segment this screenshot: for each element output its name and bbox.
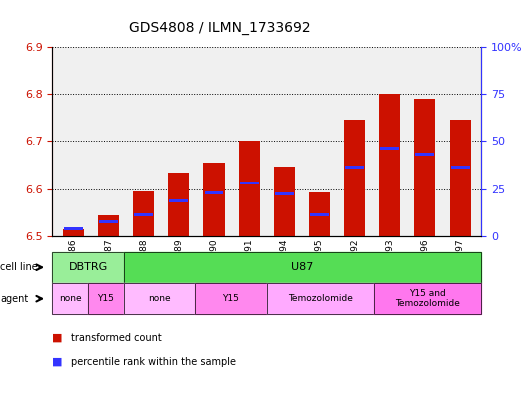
Bar [345, 166, 364, 169]
Bar [238, 141, 260, 236]
Text: GDS4808 / ILMN_1733692: GDS4808 / ILMN_1733692 [129, 20, 311, 35]
Bar [203, 163, 224, 236]
Bar [240, 182, 259, 184]
Bar [169, 199, 188, 202]
Bar [99, 220, 118, 223]
Text: Y15 and
Temozolomide: Y15 and Temozolomide [395, 289, 460, 309]
Text: transformed count: transformed count [71, 333, 162, 343]
Bar [64, 227, 83, 230]
Bar [414, 99, 436, 236]
Text: DBTRG: DBTRG [69, 262, 108, 272]
Text: Y15: Y15 [97, 294, 115, 303]
Bar [204, 191, 223, 194]
Bar [134, 213, 153, 216]
Bar [98, 215, 119, 236]
Bar [168, 173, 189, 236]
Bar [63, 229, 84, 236]
Text: cell line: cell line [0, 262, 38, 272]
Bar [415, 153, 435, 156]
Text: none: none [148, 294, 171, 303]
Text: ■: ■ [52, 333, 63, 343]
Bar [274, 167, 295, 236]
Bar [309, 193, 330, 236]
Bar [344, 120, 365, 236]
Text: U87: U87 [291, 262, 314, 272]
Bar [310, 213, 329, 216]
Text: agent: agent [0, 294, 28, 304]
Bar [450, 120, 471, 236]
Text: ■: ■ [52, 356, 63, 367]
Bar [379, 94, 400, 236]
Text: none: none [59, 294, 82, 303]
Bar [133, 191, 154, 236]
Text: percentile rank within the sample: percentile rank within the sample [71, 356, 235, 367]
Bar [275, 192, 294, 195]
Text: Y15: Y15 [223, 294, 240, 303]
Bar [451, 166, 470, 169]
Bar [380, 147, 399, 150]
Text: Temozolomide: Temozolomide [288, 294, 353, 303]
